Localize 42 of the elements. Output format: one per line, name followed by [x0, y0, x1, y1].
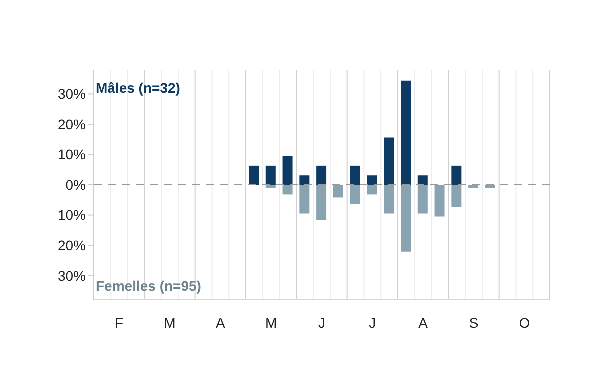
bar: [266, 166, 276, 185]
bar: [468, 185, 479, 188]
bar: [266, 185, 276, 188]
bar: [401, 185, 411, 252]
bar: [316, 166, 327, 185]
bar: [401, 80, 411, 185]
bar: [452, 166, 462, 185]
x-tick-label: J: [318, 314, 326, 331]
bar: [282, 156, 293, 185]
bar: [333, 185, 344, 198]
bar: [300, 176, 310, 185]
bar: [384, 138, 394, 185]
x-tick-label: M: [265, 314, 278, 331]
x-tick-label: F: [115, 314, 124, 331]
y-tick-label: 30%: [58, 268, 86, 284]
bar: [282, 185, 293, 195]
text: Mâles (n=32): [96, 80, 180, 96]
bar: [418, 176, 428, 185]
bar: [249, 166, 259, 185]
x-tick-label: M: [164, 314, 176, 331]
y-tick-label: 10%: [58, 146, 86, 163]
x-tick-label: J: [369, 314, 376, 331]
x-tick-label: O: [519, 314, 530, 331]
y-tick-label: 30%: [58, 86, 86, 102]
bar: [418, 185, 428, 214]
bar: [350, 166, 360, 185]
y-tick-label: 20%: [58, 237, 86, 254]
bar: [384, 185, 394, 214]
x-tick-label: A: [418, 314, 429, 331]
x-tick-label: S: [469, 314, 479, 331]
x-tick-label: A: [216, 314, 226, 331]
y-tick-label: 20%: [58, 116, 86, 132]
y-tick-label: 10%: [58, 207, 86, 224]
bar: [452, 185, 462, 208]
bar: [367, 176, 378, 185]
bar: [350, 185, 360, 204]
bar: [367, 185, 378, 195]
bar: [300, 185, 310, 214]
y-tick-label: 0%: [66, 176, 86, 193]
bar: [316, 185, 327, 220]
bar: [434, 185, 445, 217]
text: Femelles (n=95): [96, 278, 202, 294]
